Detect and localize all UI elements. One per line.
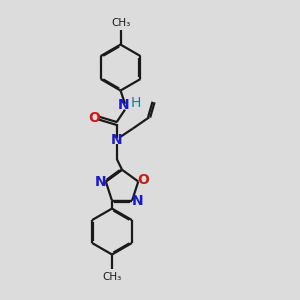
Text: O: O (137, 173, 149, 187)
Text: O: O (89, 111, 100, 125)
Text: N: N (131, 194, 143, 208)
Text: H: H (131, 96, 141, 110)
Text: N: N (95, 175, 106, 189)
Text: CH₃: CH₃ (102, 272, 122, 282)
Text: N: N (118, 98, 129, 112)
Text: N: N (111, 133, 122, 147)
Text: CH₃: CH₃ (111, 17, 130, 28)
